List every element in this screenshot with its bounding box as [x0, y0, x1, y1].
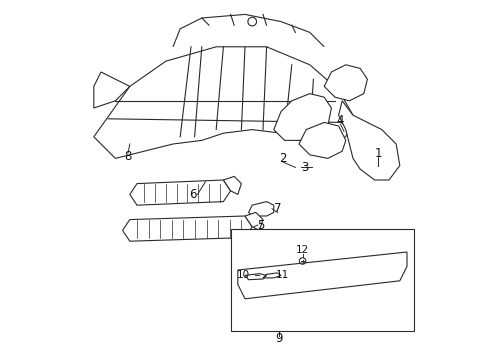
Polygon shape — [274, 94, 331, 140]
Text: 10: 10 — [237, 270, 250, 280]
Polygon shape — [130, 180, 231, 205]
Polygon shape — [223, 176, 242, 194]
Text: 5: 5 — [258, 219, 265, 231]
Bar — [231, 229, 414, 331]
Text: 8: 8 — [124, 150, 132, 163]
Polygon shape — [122, 216, 252, 241]
Polygon shape — [94, 47, 353, 158]
Polygon shape — [245, 212, 263, 230]
Text: 3: 3 — [301, 161, 308, 174]
Polygon shape — [299, 122, 346, 158]
Polygon shape — [238, 252, 407, 299]
Polygon shape — [324, 65, 368, 101]
Polygon shape — [94, 72, 130, 108]
Polygon shape — [339, 101, 400, 180]
Text: 12: 12 — [296, 245, 309, 255]
Text: 9: 9 — [275, 332, 283, 345]
Text: 6: 6 — [189, 188, 196, 201]
Text: 7: 7 — [273, 202, 281, 215]
Polygon shape — [248, 202, 274, 216]
Text: 4: 4 — [337, 114, 344, 127]
Text: 1: 1 — [374, 147, 382, 159]
Text: 11: 11 — [276, 270, 290, 280]
Text: 2: 2 — [279, 152, 287, 165]
